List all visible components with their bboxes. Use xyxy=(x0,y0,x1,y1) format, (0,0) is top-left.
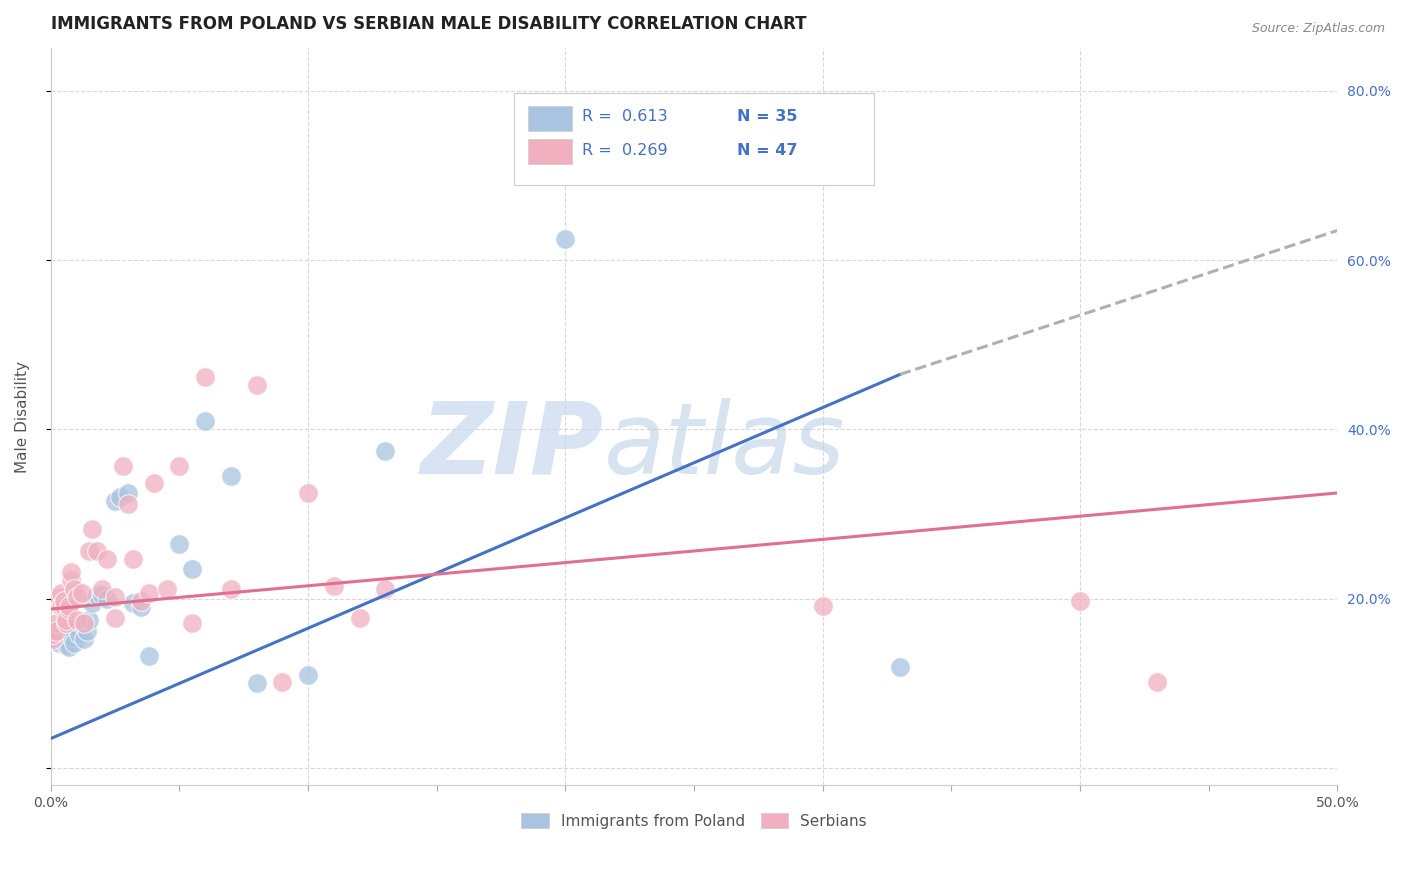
Point xyxy=(194,370,217,384)
Point xyxy=(73,632,96,647)
Point xyxy=(104,611,127,625)
Legend: Immigrants from Poland, Serbians: Immigrants from Poland, Serbians xyxy=(513,805,875,837)
Text: N = 35: N = 35 xyxy=(737,110,797,125)
Point xyxy=(322,579,344,593)
Point xyxy=(60,573,83,587)
FancyBboxPatch shape xyxy=(529,139,572,164)
Point xyxy=(60,630,83,644)
Point xyxy=(246,378,269,392)
FancyBboxPatch shape xyxy=(515,93,875,185)
Point xyxy=(48,636,70,650)
Point xyxy=(58,602,80,616)
Text: ZIP: ZIP xyxy=(420,398,605,495)
Point xyxy=(297,668,319,682)
Point xyxy=(76,624,98,638)
Point xyxy=(65,590,87,604)
Point xyxy=(181,562,204,576)
Text: IMMIGRANTS FROM POLAND VS SERBIAN MALE DISABILITY CORRELATION CHART: IMMIGRANTS FROM POLAND VS SERBIAN MALE D… xyxy=(51,15,806,33)
Point xyxy=(52,594,75,608)
Point xyxy=(91,588,114,602)
Point xyxy=(1146,674,1168,689)
Point xyxy=(129,594,152,608)
Point xyxy=(65,622,87,636)
Point xyxy=(104,494,127,508)
Point xyxy=(129,600,152,615)
Point xyxy=(80,522,103,536)
Point xyxy=(55,615,77,630)
Text: R =  0.613: R = 0.613 xyxy=(582,110,668,125)
Y-axis label: Male Disability: Male Disability xyxy=(15,360,30,473)
Point xyxy=(271,674,294,689)
Point xyxy=(52,599,75,613)
Point xyxy=(156,582,179,596)
Point xyxy=(169,458,191,473)
Point xyxy=(45,630,67,644)
Point xyxy=(60,565,83,579)
Point xyxy=(73,615,96,630)
Point xyxy=(55,613,77,627)
Point xyxy=(49,586,72,600)
Point xyxy=(219,469,242,483)
Point xyxy=(374,443,396,458)
Point xyxy=(79,613,101,627)
Point xyxy=(58,640,80,654)
Point xyxy=(70,617,93,632)
Point xyxy=(122,552,145,566)
Point xyxy=(42,632,65,647)
Point xyxy=(55,634,77,648)
Point xyxy=(49,599,72,613)
Point xyxy=(58,599,80,613)
Text: N = 47: N = 47 xyxy=(737,143,797,158)
Text: atlas: atlas xyxy=(605,398,845,495)
Point xyxy=(45,624,67,638)
Point xyxy=(117,497,139,511)
Point xyxy=(42,634,65,648)
Point xyxy=(349,611,371,625)
Point xyxy=(297,486,319,500)
Point xyxy=(91,582,114,596)
Point xyxy=(122,596,145,610)
Point xyxy=(117,486,139,500)
Point xyxy=(65,613,87,627)
Point xyxy=(55,639,77,653)
Point xyxy=(96,591,118,606)
Point xyxy=(45,615,67,630)
Point xyxy=(42,627,65,641)
Point xyxy=(169,537,191,551)
Point xyxy=(96,552,118,566)
Point xyxy=(63,582,86,596)
Point xyxy=(63,636,86,650)
Point xyxy=(181,615,204,630)
FancyBboxPatch shape xyxy=(529,106,572,131)
Point xyxy=(219,582,242,596)
Point xyxy=(48,590,70,604)
Point xyxy=(889,659,911,673)
Point xyxy=(80,596,103,610)
Point xyxy=(52,630,75,644)
Text: Source: ZipAtlas.com: Source: ZipAtlas.com xyxy=(1251,22,1385,36)
Point xyxy=(86,543,108,558)
Point xyxy=(142,475,165,490)
Point xyxy=(67,627,90,641)
Point xyxy=(194,414,217,428)
Point xyxy=(811,599,834,613)
Point xyxy=(86,588,108,602)
Point xyxy=(111,458,134,473)
Point xyxy=(138,586,160,600)
Point xyxy=(110,490,132,504)
Point xyxy=(138,649,160,664)
Point xyxy=(79,543,101,558)
Point xyxy=(1069,594,1091,608)
Point xyxy=(374,582,396,596)
Text: R =  0.269: R = 0.269 xyxy=(582,143,668,158)
Point xyxy=(104,590,127,604)
Point xyxy=(554,232,576,246)
Point xyxy=(70,586,93,600)
Point xyxy=(49,632,72,647)
Point xyxy=(246,676,269,690)
